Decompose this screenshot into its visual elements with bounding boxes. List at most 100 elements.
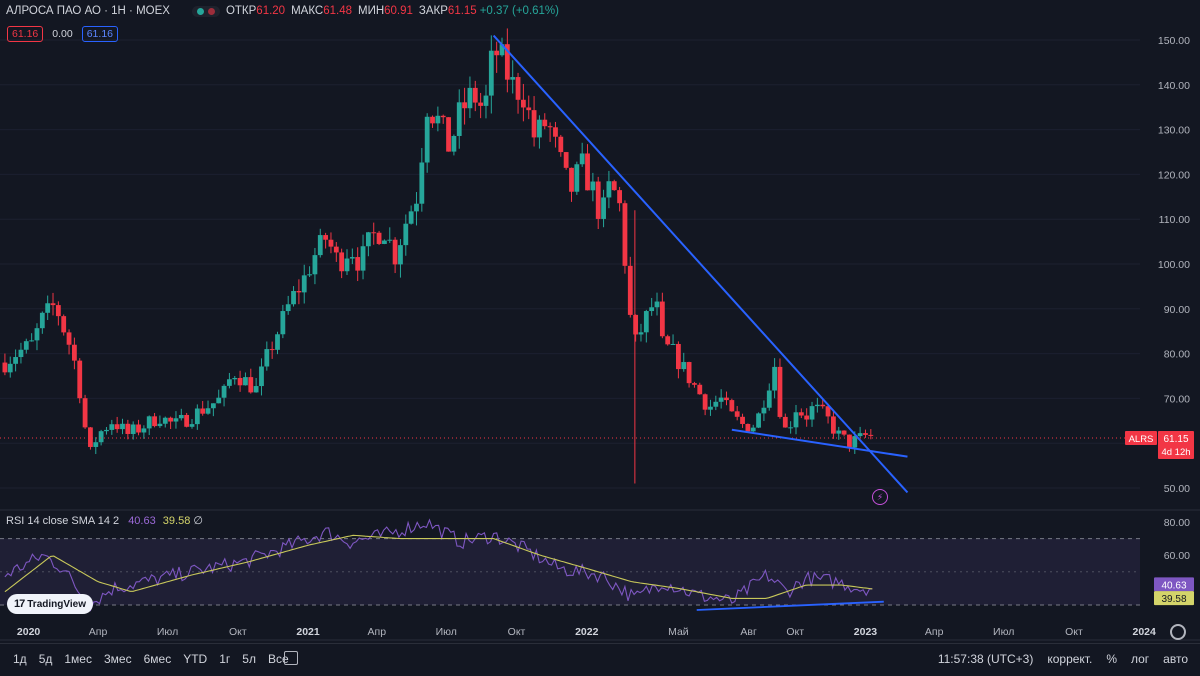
candle-body <box>446 117 451 152</box>
candle-body <box>804 415 810 420</box>
time-tick-label: 2024 <box>1133 626 1157 638</box>
candle-body <box>7 363 13 373</box>
candle-body <box>301 275 307 293</box>
range-button-0[interactable]: 1д <box>13 652 27 666</box>
sell-button[interactable]: 61.16 <box>7 26 44 42</box>
range-button-7[interactable]: 5л <box>242 652 256 666</box>
candle-body <box>275 334 280 350</box>
trade-boxes: 61.16 0.00 61.16 <box>7 26 125 42</box>
candle-body <box>483 95 489 106</box>
time-axis[interactable]: 2020 Апр Июл Окт 2021 Апр Июл Окт 2022 Май Авг Окт 2… <box>17 626 1156 638</box>
range-button-1[interactable]: 5д <box>38 652 53 666</box>
price-tick-label: 100.00 <box>1158 259 1190 271</box>
range-button-6[interactable]: 1г <box>219 652 231 666</box>
chart-canvas[interactable]: 150.00 140.00 130.00 120.00 110.00 100.00 90.0… <box>0 0 1200 643</box>
trendlines[interactable] <box>492 34 909 611</box>
range-button-5[interactable]: YTD <box>183 652 208 666</box>
candle-body <box>387 239 393 241</box>
candle-body <box>857 433 863 437</box>
range-selector: 1д 5д 1мес 3мес 6мес YTD 1г 5л Все <box>13 652 301 666</box>
candle-body <box>788 427 794 429</box>
range-button-8[interactable]: Все <box>267 652 289 666</box>
candle-body <box>467 87 473 109</box>
candle-body <box>504 44 510 80</box>
trendline-1 <box>731 428 908 458</box>
candle-body <box>2 362 8 373</box>
candle-body <box>729 400 735 412</box>
log-button[interactable]: лог <box>1130 652 1150 666</box>
auto-button[interactable]: авто <box>1163 652 1188 666</box>
candle-body <box>670 343 676 345</box>
time-tick-label: Апр <box>925 626 944 638</box>
last-price-label: 61.15 <box>1163 434 1188 445</box>
candle-body <box>611 181 617 191</box>
candle-body <box>697 384 703 395</box>
candle-body <box>29 340 35 342</box>
candle-body <box>323 235 329 240</box>
candle-body <box>585 153 590 191</box>
candle-body <box>472 87 478 103</box>
lightning-alert-icon[interactable]: ⚡ <box>872 489 888 505</box>
percent-button[interactable]: % <box>1106 652 1117 666</box>
candle-body <box>216 397 222 404</box>
time-tick-label: 2023 <box>854 626 878 638</box>
candle-body <box>542 119 548 127</box>
candle-body <box>312 255 318 275</box>
price-axis[interactable]: 150.00 140.00 130.00 120.00 110.00 100.00 90.0… <box>1125 35 1194 606</box>
time-tick-label: Июл <box>157 626 178 638</box>
candle-body <box>104 429 109 432</box>
adjust-button[interactable]: коррект. <box>1047 652 1093 666</box>
candle-body <box>227 379 232 386</box>
candle-body <box>82 398 88 428</box>
price-tick-label: 50.00 <box>1164 483 1190 495</box>
candle-body <box>424 116 430 163</box>
price-tick-label: 120.00 <box>1158 169 1190 181</box>
candle-body <box>440 115 446 118</box>
time-tick-label: Окт <box>1065 626 1083 638</box>
candle-body <box>194 408 200 425</box>
candle-body <box>398 245 403 265</box>
calendar-icon[interactable] <box>284 651 298 665</box>
candle-body <box>478 102 484 106</box>
range-button-2[interactable]: 1мес <box>64 652 92 666</box>
status-indicator[interactable] <box>191 5 220 17</box>
candle-body <box>259 366 264 387</box>
candle-body <box>643 311 649 333</box>
candle-body <box>152 416 157 427</box>
candle-body <box>435 115 441 124</box>
tradingview-logo[interactable]: 17 TradingView <box>7 594 93 614</box>
candle-body <box>173 418 179 422</box>
candle-body <box>814 404 820 407</box>
time-tick-label: Июл <box>436 626 457 638</box>
price-tick-label: 150.00 <box>1158 35 1190 47</box>
symbol-title[interactable]: АЛРОСА ПАО АО · 1Н · MOEX <box>6 5 170 17</box>
candle-body <box>777 366 783 417</box>
candle-body <box>355 257 361 271</box>
candle-body <box>526 107 532 111</box>
candle-body <box>740 416 745 424</box>
candle-body <box>601 197 606 219</box>
clock-time[interactable]: 11:57:38 (UTC+3) <box>937 652 1034 666</box>
candle-body <box>13 357 18 364</box>
rsi-legend-label[interactable]: RSI 14 close SMA 14 2 <box>6 515 120 527</box>
buy-button[interactable]: 61.16 <box>81 26 118 42</box>
candle-body <box>371 232 377 234</box>
candle-body <box>617 190 622 204</box>
candle-body <box>841 430 847 435</box>
candle-body <box>210 403 216 409</box>
candle-body <box>333 246 339 253</box>
candle-body <box>71 344 77 361</box>
candle-body <box>702 394 708 410</box>
range-button-3[interactable]: 3мес <box>103 652 132 666</box>
candle-body <box>23 341 29 350</box>
close-label: ЗАКР <box>418 5 448 17</box>
candle-body <box>120 423 125 430</box>
candle-body <box>852 436 858 448</box>
candle-body <box>382 240 387 244</box>
candle-body <box>93 442 99 447</box>
candle-body <box>34 328 40 341</box>
candle-body <box>98 431 104 443</box>
time-tick-label: Апр <box>368 626 387 638</box>
settings-gear-icon[interactable] <box>1170 624 1186 640</box>
range-button-4[interactable]: 6мес <box>143 652 172 666</box>
